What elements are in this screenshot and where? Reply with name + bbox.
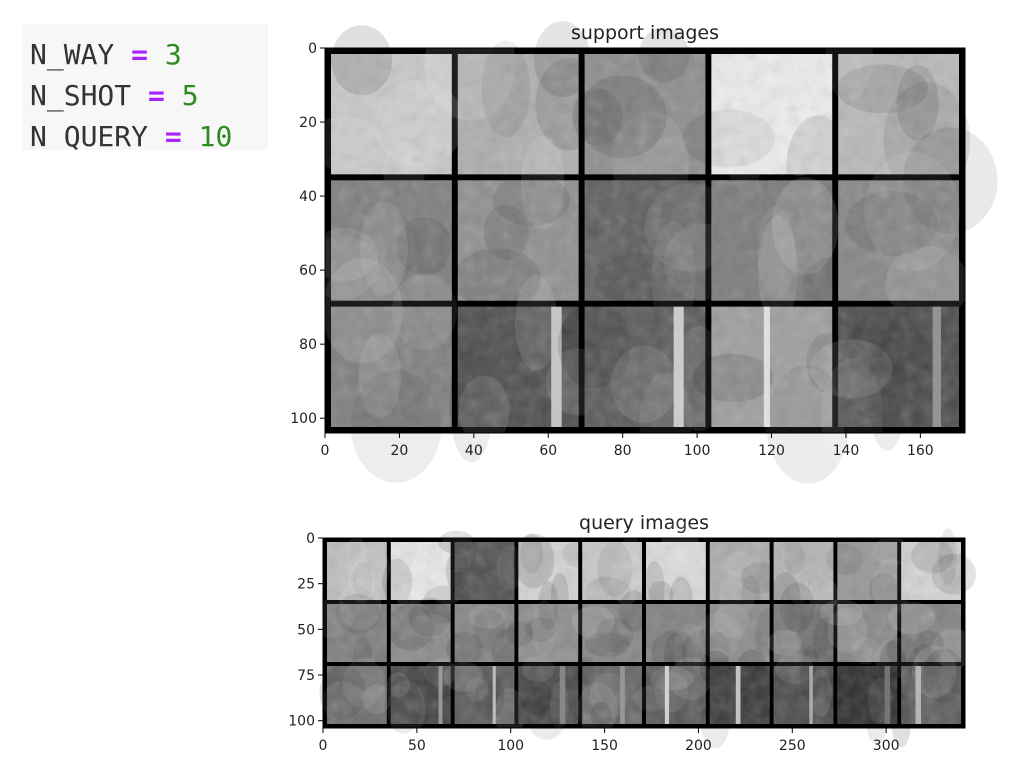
x-tick-label: 0: [321, 443, 330, 459]
axes-spine: [324, 47, 966, 434]
image-tile: [643, 520, 706, 620]
chart-title: query images: [579, 512, 709, 534]
rail-streak: [492, 666, 496, 724]
rail-streak: [735, 666, 741, 724]
x-tick-label: 160: [907, 443, 934, 459]
code-cell: N_WAY = 3 N_SHOT = 5 N QUERY = 10: [22, 24, 268, 153]
image-tile: [825, 13, 971, 199]
image-tile: [711, 177, 862, 327]
y-tick-label: 50: [297, 622, 315, 638]
image-tile: [823, 640, 907, 745]
y-tick-label: 80: [299, 337, 317, 353]
rail-streak: [932, 306, 941, 427]
axes-spine: [322, 537, 966, 729]
rail-streak: [559, 666, 566, 724]
assign-operator: =: [148, 79, 165, 112]
image-tile: [770, 540, 839, 626]
rail-streak: [438, 666, 443, 724]
image-tile: [582, 532, 643, 609]
rail-streak: [884, 666, 891, 724]
image-tile: [571, 590, 649, 662]
y-tick-label: 40: [299, 189, 317, 205]
chart-title: support images: [571, 22, 719, 44]
image-tile: [513, 533, 590, 623]
code-line-n-way: N_WAY = 3: [22, 34, 268, 75]
image-tile: [557, 302, 725, 472]
image-tile: [572, 27, 706, 218]
image-tile: [901, 528, 977, 600]
x-tick-label: 40: [465, 443, 483, 459]
image-tile: [700, 649, 786, 749]
image-tile: [449, 275, 611, 463]
rail-streak: [809, 666, 813, 724]
code-line-n-shot: N_SHOT = 5: [22, 75, 268, 116]
x-tick-label: 140: [833, 443, 860, 459]
assign-operator: =: [131, 38, 149, 71]
image-tile: [322, 258, 457, 483]
var-value: 3: [164, 38, 182, 71]
x-tick-label: 300: [873, 738, 900, 754]
y-tick-label: 25: [297, 577, 315, 593]
image-tile: [810, 306, 959, 472]
image-tile: [386, 585, 466, 662]
rail-streak: [763, 306, 770, 427]
image-tile: [767, 582, 839, 674]
x-tick-label: 20: [391, 443, 409, 459]
rail-streak: [915, 666, 922, 724]
y-tick-label: 75: [297, 668, 315, 684]
x-tick-label: 150: [591, 738, 618, 754]
y-tick-label: 100: [290, 411, 317, 427]
image-tile: [443, 661, 525, 740]
var-name: N_WAY: [30, 38, 115, 71]
image-tile: [633, 656, 712, 724]
query-images-plot: query images 0 50 100 150 200 250 300 0 25 50 75 100: [288, 512, 977, 754]
image-tile: [304, 180, 452, 301]
x-tick-label: 200: [685, 738, 712, 754]
x-tick-label: 60: [539, 443, 557, 459]
code-line-n-query: N QUERY = 10: [22, 116, 268, 157]
image-tile: [692, 306, 850, 484]
image-tile: [891, 644, 966, 748]
image-tile: [577, 656, 642, 736]
image-tile: [826, 536, 911, 616]
rail-streak: [673, 306, 684, 427]
assign-operator: =: [164, 120, 182, 153]
image-tile: [886, 601, 976, 669]
x-tick-label: 80: [614, 443, 632, 459]
x-tick-label: 100: [497, 738, 524, 754]
y-tick-label: 0: [306, 531, 315, 547]
image-tile: [838, 127, 998, 322]
image-tile: [506, 580, 579, 662]
var-value: 5: [181, 79, 199, 112]
var-name: N_SHOT: [30, 79, 132, 112]
image-tile: [384, 658, 457, 739]
image-tile: [518, 655, 579, 740]
image-tile: [319, 658, 392, 724]
support-images-plot: support images 0 20 40 60 80 100 120 140 160 0 20 40…: [290, 8, 998, 484]
image-tile: [773, 646, 855, 724]
var-value: 10: [198, 120, 233, 153]
image-tile: [584, 180, 743, 335]
rail-streak: [551, 306, 562, 427]
image-tile: [424, 8, 603, 175]
x-tick-label: 50: [408, 738, 426, 754]
x-tick-label: 100: [684, 443, 711, 459]
image-tile: [308, 578, 387, 673]
image-tile: [453, 135, 579, 310]
image-tile: [327, 536, 391, 603]
y-tick-label: 100: [288, 714, 315, 730]
y-tick-label: 60: [299, 263, 317, 279]
rail-streak: [620, 666, 625, 724]
x-tick-label: 250: [779, 738, 806, 754]
x-tick-label: 120: [758, 443, 785, 459]
var-name: N QUERY: [30, 120, 149, 153]
image-tile: [438, 528, 525, 600]
y-tick-label: 20: [299, 115, 317, 131]
image-tile: [682, 54, 850, 221]
rail-streak: [664, 666, 670, 724]
x-tick-label: 0: [319, 738, 328, 754]
y-tick-label: 0: [308, 41, 317, 57]
